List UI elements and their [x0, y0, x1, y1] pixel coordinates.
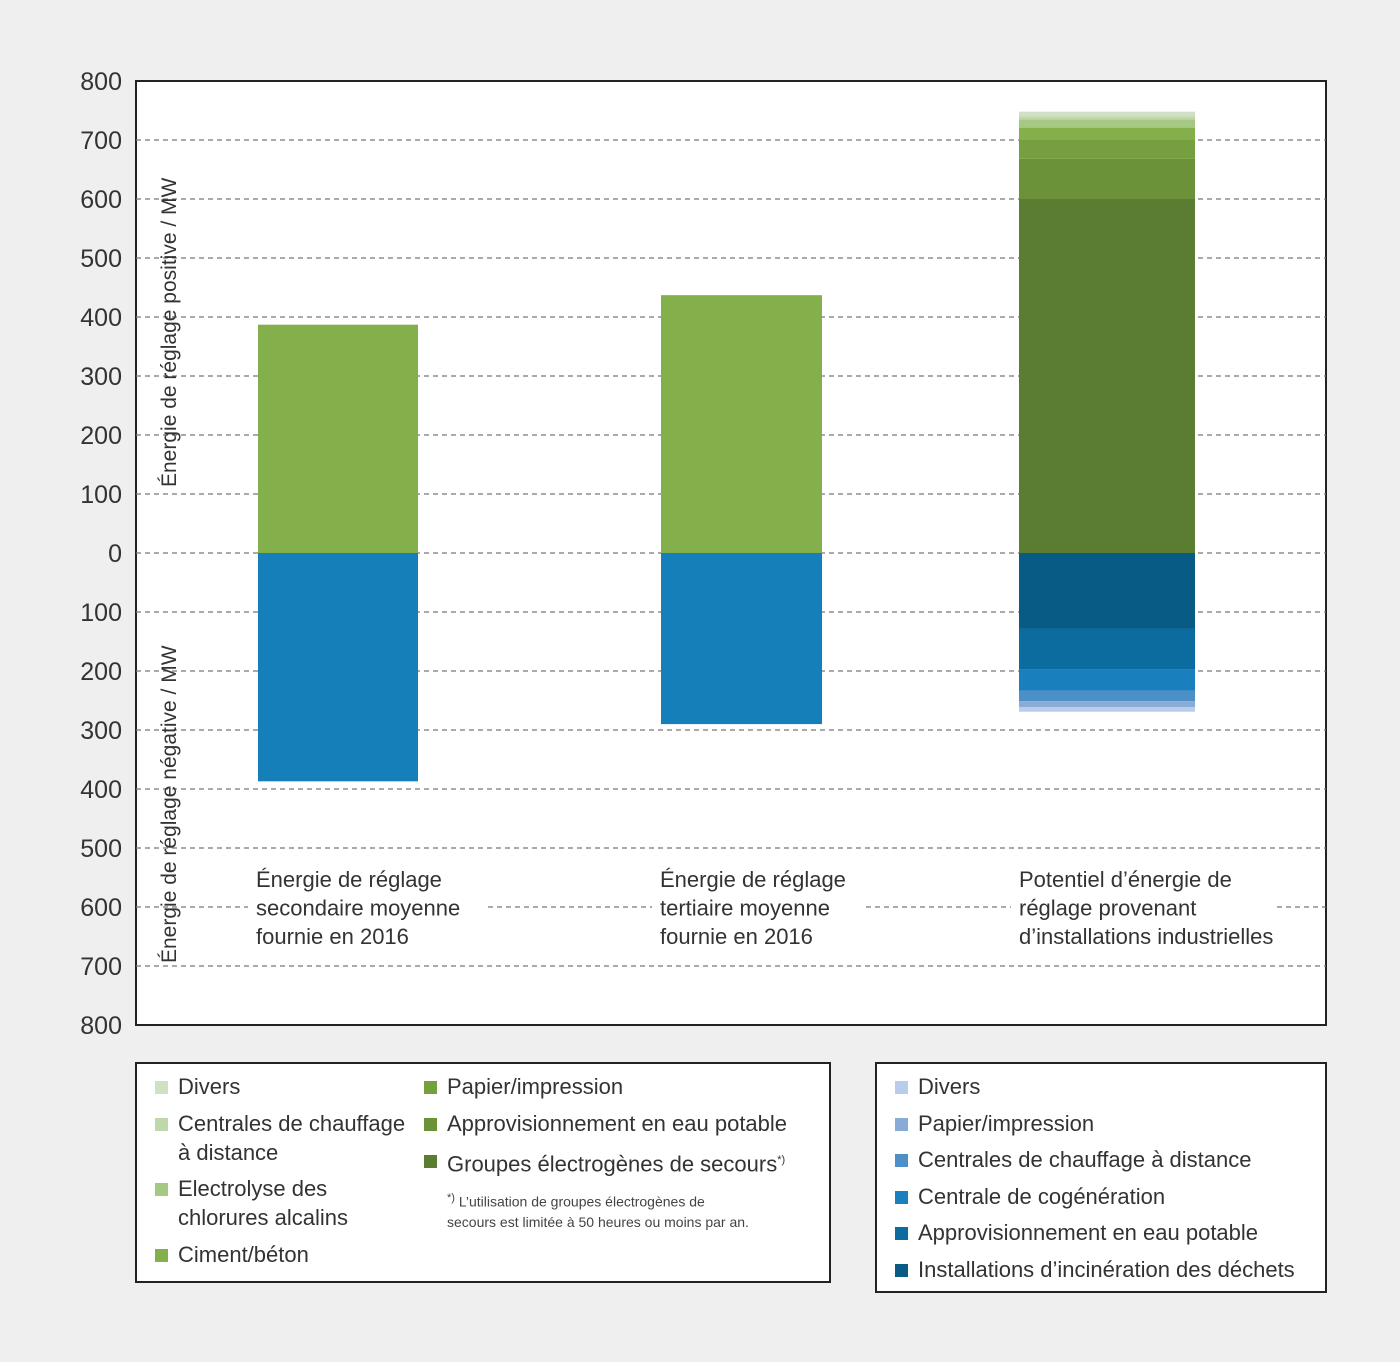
y-axis-title-negative: Énergie de réglage négative / MW: [158, 645, 181, 963]
bar-segment-negative: [1019, 669, 1195, 691]
legend-label: Centrale de cogénération: [918, 1184, 1166, 1209]
legend-label: Centrales de chauffage à distance: [918, 1147, 1252, 1172]
y-tick-label: 200: [80, 658, 122, 686]
legend-item: Centrales de chauffage à distance: [895, 1145, 1252, 1174]
bar-segment-positive: [258, 324, 418, 553]
y-tick-label: 600: [80, 894, 122, 922]
y-axis-title-positive: Énergie de réglage positive / MW: [158, 178, 181, 487]
legend-item: Divers: [895, 1072, 980, 1101]
legend-swatch: [155, 1183, 168, 1196]
legend-item: Papier/impression: [424, 1072, 623, 1101]
y-tick-label: 400: [80, 776, 122, 804]
legend-label: Approvisionnement en eau potable: [447, 1111, 788, 1136]
y-tick-label: 800: [80, 68, 122, 96]
legend-swatch: [895, 1154, 908, 1167]
category-label: Énergie de réglage secondaire moyenne four…: [256, 867, 460, 949]
legend-label: Electrolyse des chlorures alcalins: [178, 1176, 348, 1230]
y-tick-label: 100: [80, 481, 122, 509]
legend-label: Ciment/béton: [178, 1242, 309, 1267]
legend-item: Ciment/béton: [155, 1240, 309, 1269]
legend-swatch: [424, 1155, 437, 1168]
category-label: Potentiel d’énergie de réglage provenant d…: [1019, 867, 1273, 949]
bar-segment-positive: [1019, 116, 1195, 120]
y-tick-label: 500: [80, 835, 122, 863]
y-tick-label: 300: [80, 717, 122, 745]
legend-label: Divers: [918, 1074, 981, 1099]
bar-segment-positive: [1019, 111, 1195, 117]
legend-item: Installations d’incinération des déchets: [895, 1255, 1295, 1284]
legend-item: Groupes électrogènes de secours*): [424, 1146, 785, 1178]
bar-segment-positive: [1019, 139, 1195, 159]
chart: 800 700 600 500 400 300 200 100 0 100 200 300 400 500…: [80, 68, 1327, 1040]
legend-swatch: [424, 1118, 437, 1131]
legend-label: Centrales de chauffage à distance: [178, 1111, 406, 1165]
y-tick-label: 0: [108, 540, 122, 568]
bar-segment-positive: [1019, 158, 1195, 199]
bar-segment-positive: [661, 295, 822, 553]
legend-positive: Divers Centrales de chauffage à distance…: [135, 1062, 831, 1283]
bar-segment-negative: [1019, 553, 1195, 629]
legend-swatch: [895, 1118, 908, 1131]
legend-label: Groupes électrogènes de secours*): [447, 1151, 786, 1177]
legend-swatch: [155, 1081, 168, 1094]
legend-label: Divers: [178, 1074, 241, 1099]
legend-swatch: [895, 1264, 908, 1277]
bar-segment-negative: [1019, 628, 1195, 670]
legend-item: Approvisionnement en eau potable: [424, 1109, 787, 1138]
legend-label: Approvisionnement en eau potable: [918, 1220, 1259, 1245]
category-label: Énergie de réglage tertiaire moyenne fourn…: [660, 867, 846, 949]
legend-swatch: [155, 1249, 168, 1262]
y-tick-label: 600: [80, 186, 122, 214]
footnote: *) L’utilisation de groupes électrogènes…: [447, 1192, 749, 1230]
legend-swatch: [895, 1227, 908, 1240]
legend-label: Papier/impression: [447, 1074, 624, 1099]
bar-segment-negative: [1019, 706, 1195, 712]
legend-item: Electrolyse des chlorures alcalins: [155, 1174, 348, 1232]
bar-segment-negative: [1019, 701, 1195, 707]
legend-label: Papier/impression: [918, 1111, 1095, 1136]
y-tick-label: 700: [80, 127, 122, 155]
legend-item: Centrales de chauffage à distance: [155, 1109, 405, 1167]
legend-label: Installations d’incinération des déchets: [918, 1257, 1295, 1282]
bar-segment-negative: [1019, 690, 1195, 702]
legend-item: Centrale de cogénération: [895, 1182, 1165, 1211]
y-tick-label: 100: [80, 599, 122, 627]
legend-item: Approvisionnement en eau potable: [895, 1218, 1258, 1247]
y-tick-label: 300: [80, 363, 122, 391]
y-tick-label: 400: [80, 304, 122, 332]
legend-swatch: [424, 1081, 437, 1094]
legend-item: Papier/impression: [895, 1109, 1094, 1138]
bar-segment-negative: [258, 553, 418, 782]
legend-negative: Divers Papier/impression Centrales de ch…: [875, 1062, 1327, 1293]
bar-segment-positive: [1019, 199, 1195, 553]
legend-swatch: [895, 1081, 908, 1094]
y-tick-label: 700: [80, 953, 122, 981]
legend-swatch: [155, 1118, 168, 1131]
y-tick-label: 200: [80, 422, 122, 450]
bar-segment-positive: [1019, 119, 1195, 128]
bar-segment-negative: [661, 553, 822, 725]
bar-segment-positive: [1019, 127, 1195, 140]
y-tick-label: 800: [80, 1012, 122, 1040]
legend-swatch: [895, 1191, 908, 1204]
legend-item: Divers: [155, 1072, 240, 1101]
y-tick-label: 500: [80, 245, 122, 273]
